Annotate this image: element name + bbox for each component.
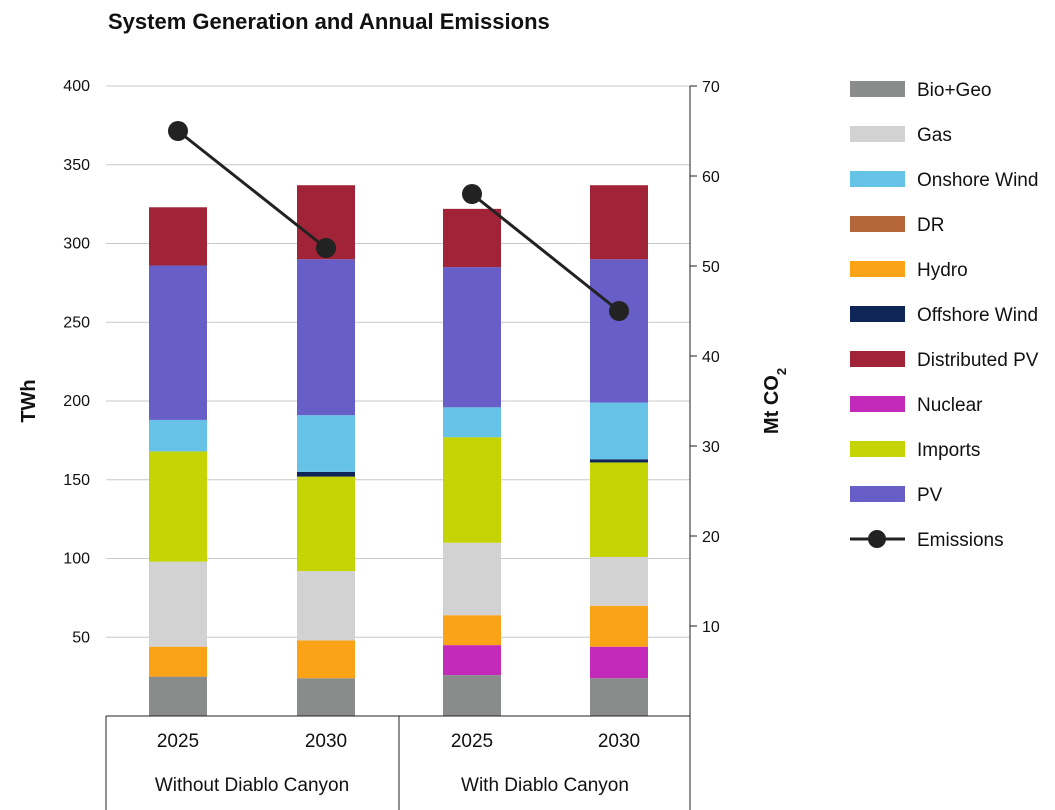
- left-axis: 50 100 150 200 250 300 350 400: [63, 78, 90, 646]
- y-tick-label: 250: [63, 314, 90, 331]
- bar-gas: [590, 556, 648, 606]
- bar-hydro: [590, 605, 648, 647]
- legend-swatch-distributed-pv: [850, 351, 905, 367]
- y2-tick-label: 10: [702, 619, 720, 636]
- bar-hydro: [297, 640, 355, 679]
- bar-offshore-wind: [297, 471, 355, 477]
- legend-swatch-gas: [850, 126, 905, 142]
- y2-tick-label: 70: [702, 79, 720, 96]
- y-tick-label: 100: [63, 551, 90, 568]
- bar-imports: [590, 462, 648, 557]
- bars: [149, 185, 648, 716]
- y2-tick-label: 20: [702, 529, 720, 546]
- bar-onshore-wind: [297, 415, 355, 472]
- legend-label-offshore-wind: Offshore Wind: [917, 305, 1038, 326]
- emissions-line: [177, 129, 327, 250]
- x-tick-label: 2025: [451, 731, 493, 752]
- bar-offshore-wind: [590, 459, 648, 463]
- bar-distributed-pv: [149, 207, 207, 266]
- y-tick-label: 150: [63, 472, 90, 489]
- bar-bio-geo: [149, 676, 207, 716]
- bar-bio-geo: [297, 678, 355, 716]
- y2-axis-label: Mt CO2: [761, 368, 789, 434]
- legend-swatch-bio-geo: [850, 81, 905, 97]
- legend-label-nuclear: Nuclear: [917, 395, 983, 416]
- legend-swatch-hydro: [850, 261, 905, 277]
- legend-label-dr: DR: [917, 215, 944, 236]
- group-label: Without Diablo Canyon: [155, 775, 349, 796]
- legend-label-bio-geo: Bio+Geo: [917, 80, 991, 101]
- chart-title: System Generation and Annual Emissions: [108, 9, 550, 34]
- bar-hydro: [443, 615, 501, 646]
- bar-gas: [149, 561, 207, 647]
- y-tick-label: 350: [63, 157, 90, 174]
- emissions-line: [471, 192, 620, 313]
- legend-swatch-offshore-wind: [850, 306, 905, 322]
- legend-label-pv: PV: [917, 485, 943, 506]
- legend-label-gas: Gas: [917, 125, 952, 146]
- bar-imports: [443, 437, 501, 543]
- bar-bio-geo: [443, 675, 501, 716]
- bar-pv: [443, 267, 501, 408]
- legend-label-distributed-pv: Distributed PV: [917, 350, 1039, 371]
- emissions-point: [609, 301, 629, 321]
- category-axis: 2025 2030 2025 2030 Without Diablo Canyon Wit…: [105, 715, 691, 810]
- legend-marker-emissions: [868, 530, 886, 548]
- legend-swatch-nuclear: [850, 396, 905, 412]
- legend-swatch-imports: [850, 441, 905, 457]
- emissions-series: [168, 121, 629, 321]
- legend: Bio+Geo Gas Onshore Wind DR Hydro Offshore Wi…: [850, 80, 1039, 551]
- y2-tick-label: 40: [702, 349, 720, 366]
- bar-imports: [149, 451, 207, 562]
- emissions-point: [168, 121, 188, 141]
- bar-pv: [297, 259, 355, 416]
- bar-nuclear: [443, 645, 501, 676]
- bar-onshore-wind: [590, 402, 648, 460]
- y-tick-label: 200: [63, 393, 90, 410]
- y-tick-label: 400: [63, 78, 90, 95]
- y2-axis-label-sub: 2: [774, 368, 789, 375]
- y2-axis-label-main: Mt CO: [761, 375, 783, 434]
- legend-swatch-pv: [850, 486, 905, 502]
- legend-label-imports: Imports: [917, 440, 980, 461]
- emissions-point: [462, 184, 482, 204]
- legend-swatch-dr: [850, 216, 905, 232]
- bar-onshore-wind: [149, 419, 207, 452]
- y2-tick-label: 30: [702, 439, 720, 456]
- bar-pv: [149, 265, 207, 420]
- legend-label-onshore-wind: Onshore Wind: [917, 170, 1038, 191]
- y2-tick-label: 60: [702, 169, 720, 186]
- x-tick-label: 2030: [598, 731, 640, 752]
- bar-onshore-wind: [443, 407, 501, 438]
- bar-gas: [297, 571, 355, 641]
- bar-distributed-pv: [590, 185, 648, 260]
- x-tick-label: 2030: [305, 731, 347, 752]
- y-axis-label: TWh: [18, 379, 40, 422]
- right-axis: 10 20 30 40 50 60 70: [689, 79, 720, 716]
- bar-hydro: [149, 646, 207, 677]
- bar-nuclear: [590, 646, 648, 679]
- bar-distributed-pv: [443, 208, 501, 268]
- legend-label-hydro: Hydro: [917, 260, 968, 281]
- bar-bio-geo: [590, 678, 648, 716]
- group-label: With Diablo Canyon: [461, 775, 629, 796]
- y2-tick-label: 50: [702, 259, 720, 276]
- legend-label-emissions: Emissions: [917, 530, 1004, 551]
- bar-imports: [297, 476, 355, 572]
- legend-swatch-onshore-wind: [850, 171, 905, 187]
- y-tick-label: 50: [72, 629, 90, 646]
- y-tick-label: 300: [63, 236, 90, 253]
- x-tick-label: 2025: [157, 731, 199, 752]
- emissions-point: [316, 238, 336, 258]
- bar-gas: [443, 542, 501, 616]
- bar-pv: [590, 259, 648, 403]
